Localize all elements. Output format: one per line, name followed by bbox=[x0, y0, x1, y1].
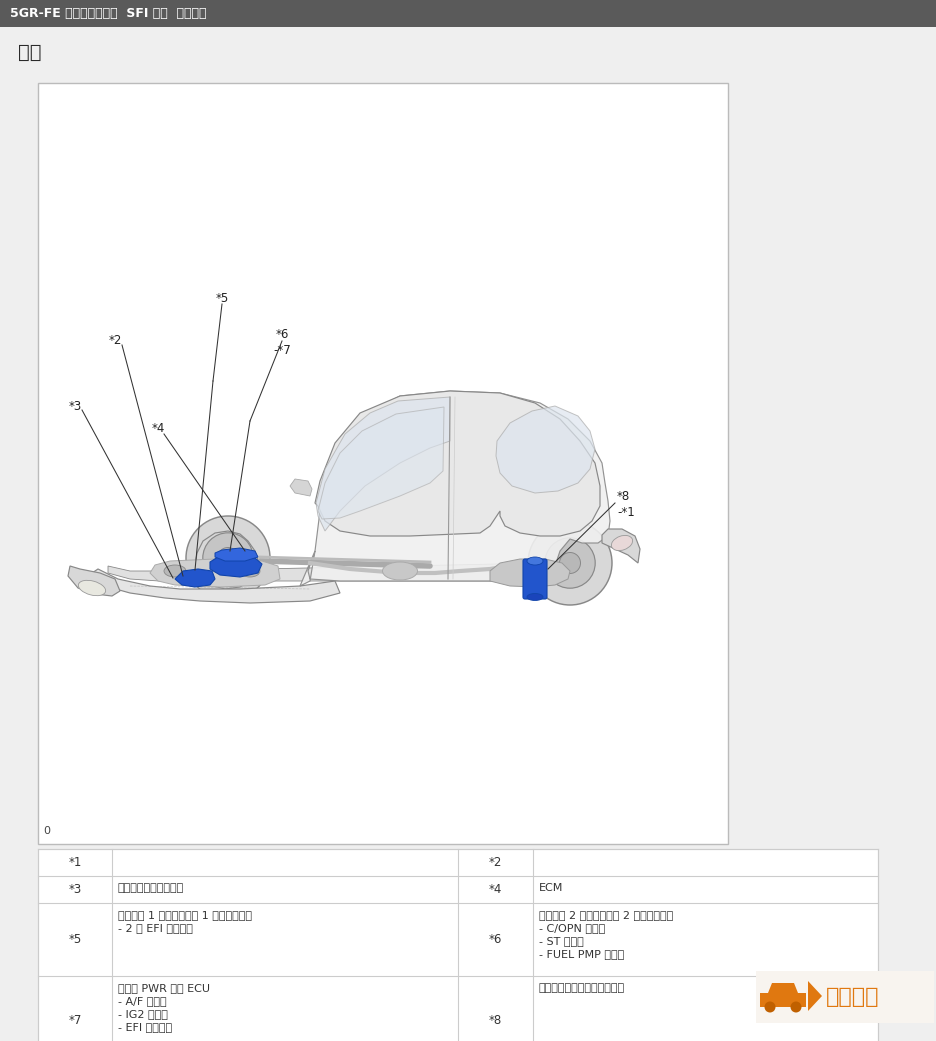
Text: *6: *6 bbox=[275, 329, 288, 341]
Text: 插图: 插图 bbox=[18, 43, 41, 62]
Text: *2: *2 bbox=[109, 334, 122, 348]
Bar bbox=[38, 849, 877, 1041]
Polygon shape bbox=[490, 559, 569, 587]
Text: 发动机室 2 号继电器盒和 2 号接线盒总成: 发动机室 2 号继电器盒和 2 号接线盒总成 bbox=[538, 910, 673, 920]
Text: *8: *8 bbox=[489, 1015, 502, 1027]
Polygon shape bbox=[175, 569, 214, 587]
Circle shape bbox=[202, 533, 253, 583]
Text: 半导体 PWR 集成 ECU: 半导体 PWR 集成 ECU bbox=[118, 983, 210, 993]
Text: *5: *5 bbox=[215, 291, 228, 305]
Polygon shape bbox=[807, 981, 821, 1011]
Text: - A/F 继电器: - A/F 继电器 bbox=[118, 996, 167, 1006]
Polygon shape bbox=[289, 479, 312, 496]
Text: 5GR-FE 发动机控制系统  SFI 系统  零件位置: 5GR-FE 发动机控制系统 SFI 系统 零件位置 bbox=[10, 7, 206, 20]
Text: -*1: -*1 bbox=[616, 507, 634, 519]
Text: 发动机室 1 号继电器盒和 1 号接线盒总成: 发动机室 1 号继电器盒和 1 号接线盒总成 bbox=[118, 910, 252, 920]
Text: - IG2 继电器: - IG2 继电器 bbox=[118, 1009, 168, 1019]
Text: *8: *8 bbox=[616, 489, 630, 503]
Text: *4: *4 bbox=[151, 422, 165, 434]
Text: *6: *6 bbox=[489, 933, 502, 946]
Text: *3: *3 bbox=[68, 400, 81, 412]
Ellipse shape bbox=[526, 593, 543, 601]
Circle shape bbox=[544, 538, 594, 588]
Ellipse shape bbox=[164, 565, 186, 577]
Text: *4: *4 bbox=[489, 883, 502, 896]
Circle shape bbox=[217, 548, 239, 568]
Text: 质量空气流量计分总成: 质量空气流量计分总成 bbox=[118, 883, 184, 893]
Polygon shape bbox=[68, 566, 120, 596]
Bar bbox=[0, 0, 936, 27]
Text: 带泵和仪表的燃油吸油管总成: 带泵和仪表的燃油吸油管总成 bbox=[538, 983, 624, 993]
Ellipse shape bbox=[79, 580, 106, 595]
Text: - C/OPN 继电器: - C/OPN 继电器 bbox=[538, 923, 605, 933]
Text: *2: *2 bbox=[489, 856, 502, 869]
Circle shape bbox=[186, 516, 270, 600]
Text: ECM: ECM bbox=[538, 883, 563, 893]
Polygon shape bbox=[92, 569, 340, 603]
Text: - ST 继电器: - ST 继电器 bbox=[538, 936, 583, 946]
Circle shape bbox=[528, 520, 611, 605]
Text: *7: *7 bbox=[68, 1015, 81, 1027]
Bar bbox=[755, 971, 933, 1023]
Text: *5: *5 bbox=[68, 933, 81, 946]
Circle shape bbox=[764, 1001, 775, 1013]
Polygon shape bbox=[300, 391, 609, 586]
Text: - FUEL PMP 继电器: - FUEL PMP 继电器 bbox=[538, 949, 623, 959]
Polygon shape bbox=[601, 529, 639, 563]
Bar bbox=[38, 83, 727, 844]
Polygon shape bbox=[759, 993, 805, 1007]
Text: *1: *1 bbox=[68, 856, 81, 869]
Text: 汽修帮手: 汽修帮手 bbox=[826, 987, 879, 1007]
Polygon shape bbox=[317, 407, 444, 519]
Text: - EFI 主继电器: - EFI 主继电器 bbox=[118, 1022, 172, 1032]
Ellipse shape bbox=[382, 562, 417, 580]
Polygon shape bbox=[495, 406, 594, 493]
Text: *3: *3 bbox=[68, 883, 81, 896]
Circle shape bbox=[559, 553, 580, 574]
Ellipse shape bbox=[610, 535, 632, 551]
Polygon shape bbox=[108, 563, 549, 583]
FancyBboxPatch shape bbox=[522, 559, 547, 599]
Text: -*7: -*7 bbox=[272, 345, 290, 357]
Text: - 2 号 EFI 主继电器: - 2 号 EFI 主继电器 bbox=[118, 923, 193, 933]
Polygon shape bbox=[214, 548, 257, 561]
Ellipse shape bbox=[240, 565, 259, 577]
Polygon shape bbox=[150, 559, 280, 587]
Polygon shape bbox=[315, 397, 449, 531]
Ellipse shape bbox=[526, 557, 543, 565]
Polygon shape bbox=[768, 983, 797, 993]
Text: 0: 0 bbox=[43, 826, 50, 836]
Polygon shape bbox=[314, 391, 599, 536]
Circle shape bbox=[790, 1001, 800, 1013]
Polygon shape bbox=[210, 555, 262, 577]
